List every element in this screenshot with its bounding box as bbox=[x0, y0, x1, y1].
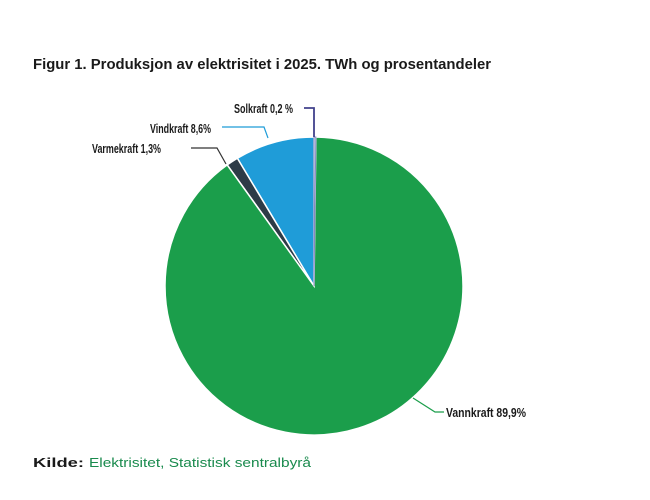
svg-text:Vannkraft 89,9%: Vannkraft 89,9% bbox=[446, 405, 526, 420]
svg-text:Kilde:: Kilde: bbox=[33, 455, 84, 470]
svg-text:Figur 1. Produksjon av elektri: Figur 1. Produksjon av elektrisitet i 20… bbox=[33, 56, 491, 73]
svg-text:Solkraft 0,2 %: Solkraft 0,2 % bbox=[234, 101, 293, 116]
svg-text:Varmekraft 1,3%: Varmekraft 1,3% bbox=[92, 141, 161, 156]
svg-text:Vindkraft 8,6%: Vindkraft 8,6% bbox=[150, 121, 211, 136]
svg-text:Elektrisitet, Statistisk sentr: Elektrisitet, Statistisk sentralbyrå bbox=[89, 455, 312, 470]
